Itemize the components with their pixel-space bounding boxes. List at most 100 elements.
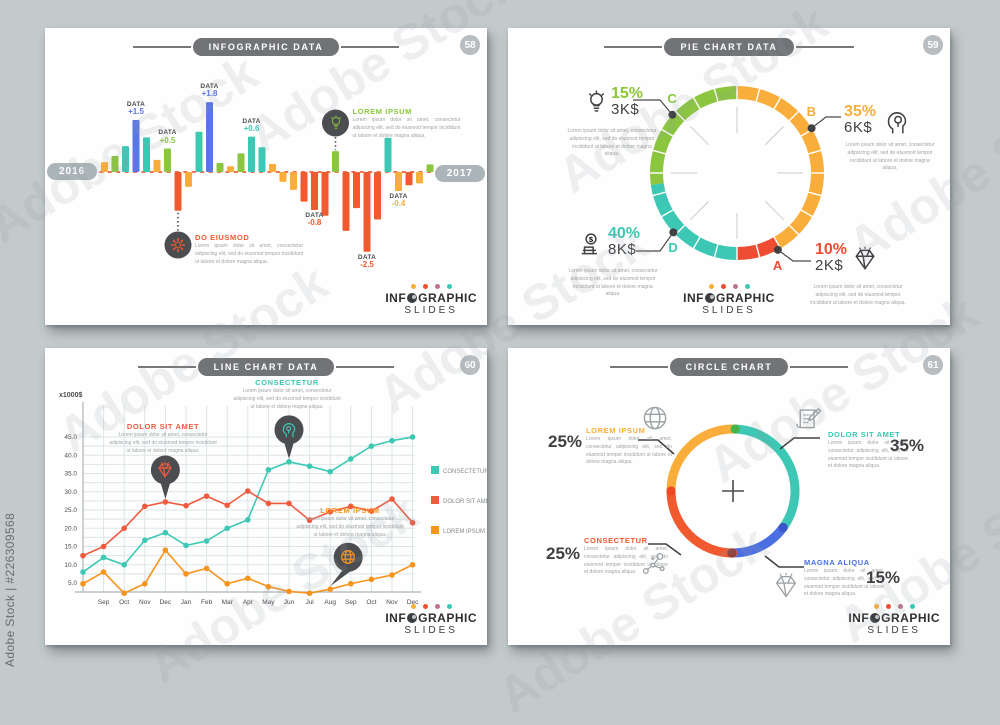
placeholder-text: Lorem ipsum dolor sit amet, consectetur … [568,268,658,298]
pie-segment [736,86,824,249]
balloon-pointer [284,441,294,459]
header-rule-right [336,366,395,368]
bar-data-label: DATA +0.5 [158,129,177,145]
ring-spoke [689,200,710,221]
bar [195,131,203,172]
placeholder-text: Lorem ipsum dolor sit amet, consectetur … [296,516,404,538]
data-point [100,554,107,561]
data-point [327,586,334,593]
percent-value: 25% [546,544,581,563]
ring-divider [713,87,719,104]
header-rule-right [795,46,854,48]
callout-line [764,555,804,568]
logo-dots [848,604,940,609]
x-tick-label: Jan [181,599,192,606]
bar [132,119,140,172]
segment-marker-dot [730,424,740,434]
bar [321,172,329,216]
ring-divider [713,242,719,259]
legend-swatch [431,526,439,534]
bar [122,146,129,172]
ring-divider [660,128,675,138]
logo-dots [508,284,950,289]
data-point [121,590,127,597]
slide-title: INFOGRAPHIC DATA [192,38,340,56]
circle-segment [728,424,800,532]
slide-number-badge: 59 [923,35,943,55]
ring-spoke [689,125,710,146]
blueprint-icon [796,408,822,429]
x-tick-label: Nov [386,599,398,606]
data-point [142,580,148,587]
logo-o-icon [407,613,418,623]
callout-line [648,543,682,556]
x-tick-label: Sep [98,599,110,606]
circle-segment [666,424,738,496]
diamond-icon [158,461,172,478]
header-rule-right [341,46,400,48]
bar [111,156,119,172]
bar [395,172,402,191]
data-point [306,590,313,597]
data-point [389,437,395,444]
svg-text:$: $ [589,235,594,244]
x-tick-label: Jun [284,599,295,606]
y-tick-label: 5.0 [68,580,77,587]
slide-header: INFOGRAPHIC DATA [45,38,487,56]
bar [164,148,171,172]
bar [384,137,392,172]
data-point [183,502,189,509]
placeholder-text: Lorem ipsum dolor sit amet, consectetur … [352,117,461,139]
data-point [183,542,189,549]
ring-divider [806,149,823,155]
y-tick-label: 15.0 [64,544,77,551]
bar-data-label: DATA -0.8 [305,212,324,228]
annotation-heading: DO EIUSMOD [195,233,250,242]
data-point [306,517,313,524]
x-tick-label: Jul [305,599,314,606]
center-plus-icon [722,480,744,502]
data-point [348,503,354,510]
x-tick-label: Dec [407,599,419,606]
segment-heading: MAGNA ALIQUA [804,558,870,567]
legend-label: CONSECTETUR [443,469,487,475]
bar [374,172,381,220]
header-rule-left [604,46,663,48]
x-tick-label: Oct [119,599,129,606]
placeholder-text: Lorem ipsum dolor sit amet, consectetur … [845,142,935,172]
bar [227,166,234,172]
annotation-circle [150,455,180,485]
bar [342,172,350,231]
data-point [203,493,210,499]
placeholder-text: Lorem ipsum dolor sit amet, consectetur … [195,243,303,265]
data-point [389,572,395,578]
slide-number-badge: 58 [460,35,480,55]
bar [101,162,108,172]
pie-segment [650,86,738,186]
diamond-icon [776,572,796,598]
data-point [203,538,210,544]
stock-photo-canvas: INFOGRAPHIC DATA 58 DATA +1.5 DATA +0.5 DATA… [3,28,950,667]
x-tick-label: Sep [345,599,357,606]
segment-letter: C [667,90,677,106]
data-point [245,488,251,494]
bar [405,172,413,186]
money-icon: $ [581,233,598,255]
annotation-heading: LOREM IPSUM [320,506,380,515]
logo-o-icon [407,293,418,303]
x-tick-label: May [262,599,275,606]
bar [300,172,308,202]
slide-title: PIE CHART DATA [664,38,794,56]
annotation-circle [322,109,349,137]
bar [174,172,182,211]
y-tick-label: 10.0 [64,562,77,569]
year-right-pill: 2017 [434,165,485,182]
x-tick-label: Mar [222,599,234,606]
bar [143,137,150,172]
segment-letter: D [668,240,678,256]
gear-icon [170,237,186,253]
logo-dots [385,284,477,289]
slide-number-badge: 60 [460,355,480,375]
callout-line [636,231,674,252]
x-tick-label: Dec [160,599,172,606]
